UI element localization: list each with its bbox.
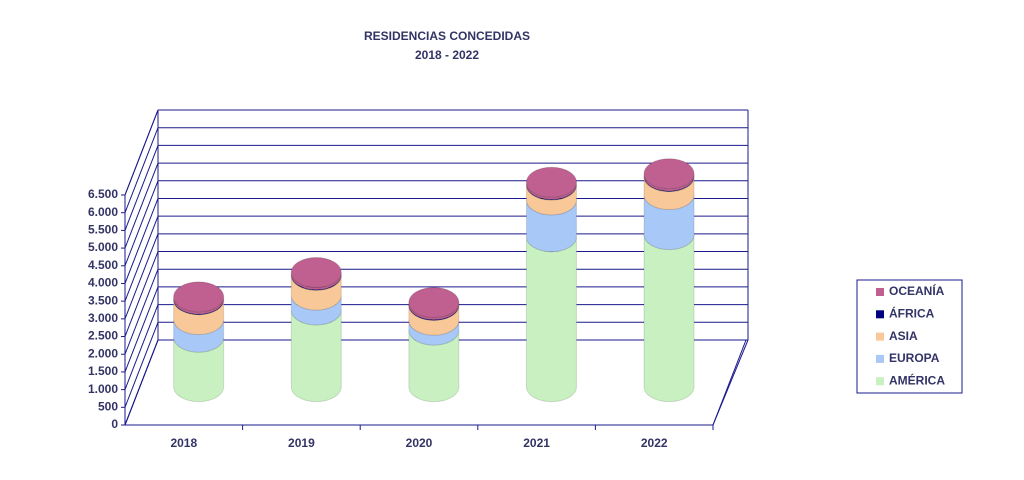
grid-line-side — [124, 215, 159, 302]
grid-line-side — [124, 162, 159, 249]
grid-line-side — [124, 269, 159, 355]
y-tick-label: 1.000 — [88, 382, 118, 396]
legend-box — [856, 279, 963, 394]
y-tick-label: 0 — [111, 417, 118, 431]
legend-label: ÁFRICA — [889, 305, 935, 320]
grid-line-side — [124, 109, 159, 196]
x-tick-label: 2022 — [641, 436, 668, 450]
y-tick-label: 6.000 — [88, 205, 118, 219]
x-tick-label: 2021 — [523, 436, 550, 450]
floor-right — [712, 339, 749, 426]
legend-swatch — [876, 332, 884, 341]
grid-line-side — [124, 127, 159, 213]
legend-label: OCEANÍA — [889, 283, 945, 298]
grid-line-side — [124, 322, 159, 408]
cylinder-top — [408, 287, 460, 319]
grid-line-side — [124, 233, 159, 320]
y-tick-label: 3.500 — [88, 293, 118, 307]
cylinder-top — [290, 256, 342, 288]
y-tick-label: 4.000 — [88, 276, 118, 290]
y-tick-label: 4.500 — [88, 258, 118, 272]
cylinder-top — [525, 166, 577, 198]
grid-line-side — [124, 304, 159, 390]
x-tick-label: 2018 — [170, 436, 197, 450]
legend-label: AMÉRICA — [889, 372, 945, 387]
x-tick-label: 2020 — [406, 436, 433, 450]
cylinder-segment — [643, 234, 695, 403]
grid-line-side — [124, 145, 159, 231]
y-tick-label: 6.500 — [88, 187, 118, 201]
legend-swatch — [876, 377, 884, 386]
chart-title: RESIDENCIAS CONCEDIDAS — [364, 29, 530, 43]
y-tick-label: 3.000 — [88, 311, 118, 325]
legend-label: ASIA — [889, 329, 918, 343]
y-tick-label: 5.500 — [88, 223, 118, 237]
y-tick-label: 2.000 — [88, 346, 118, 360]
y-tick-label: 500 — [98, 399, 118, 413]
grid-line-side — [124, 251, 159, 337]
cylinder-segment — [525, 236, 577, 403]
y-tick-label: 1.500 — [88, 364, 118, 378]
grid-line-side — [124, 180, 159, 266]
legend-label: EUROPA — [889, 351, 940, 365]
chart-subtitle: 2018 - 2022 — [415, 48, 479, 62]
cylinder-top — [643, 158, 695, 190]
grid-line-side — [124, 339, 159, 426]
grid-line-side — [124, 198, 159, 284]
legend-swatch — [876, 310, 884, 319]
x-tick-label: 2019 — [288, 436, 315, 450]
legend-swatch — [876, 288, 884, 296]
cylinder-top — [173, 281, 225, 313]
y-tick-label: 5.000 — [88, 240, 118, 254]
legend-swatch — [876, 354, 884, 363]
grid-line-side — [124, 286, 159, 373]
y-tick-label: 2.500 — [88, 329, 118, 343]
